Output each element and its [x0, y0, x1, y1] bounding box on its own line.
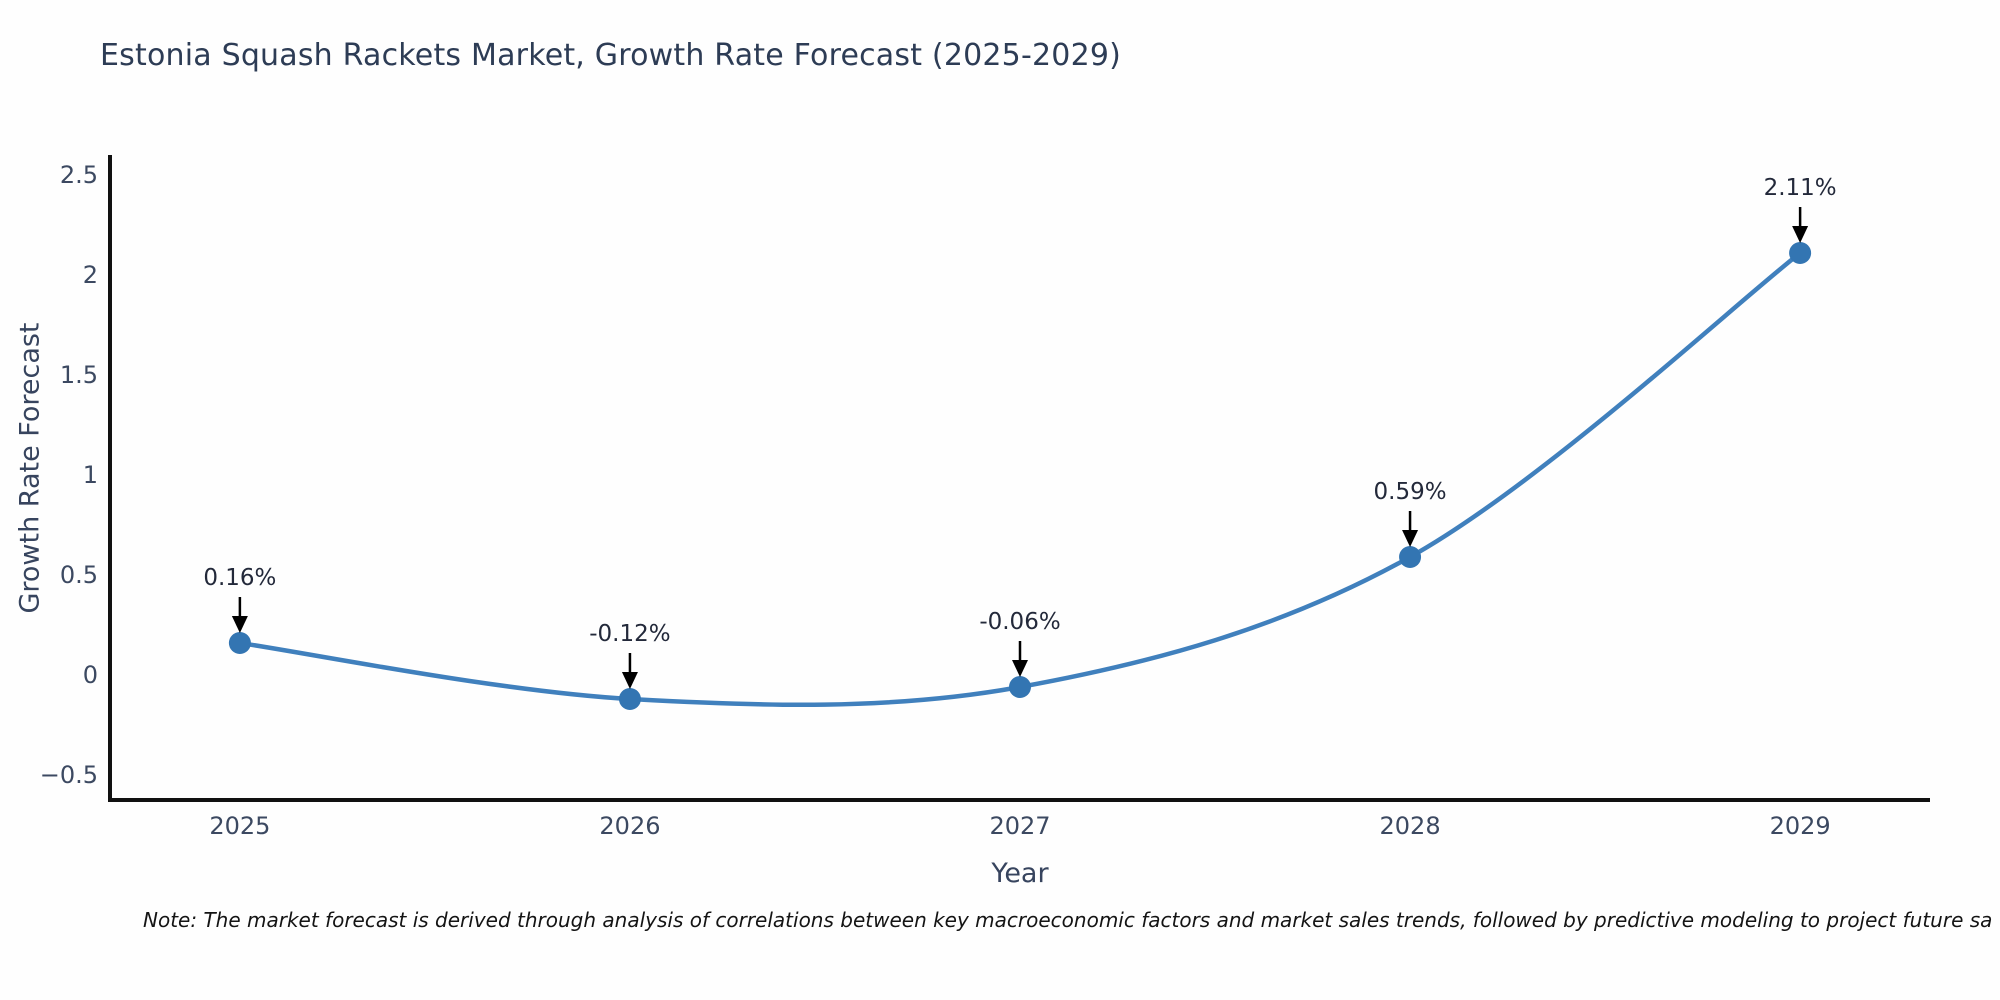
annotation-arrowhead — [231, 616, 248, 633]
y-tick-label: 2 — [82, 261, 98, 289]
point-annotation: 0.59% — [1373, 479, 1447, 505]
point-annotation: 2.11% — [1763, 175, 1837, 201]
point-annotation: -0.06% — [979, 609, 1061, 635]
x-tick-label: 2028 — [1379, 812, 1441, 840]
data-point-marker — [1399, 546, 1422, 568]
y-tick-label: 2.5 — [59, 161, 98, 189]
footnote-text: Note: The market forecast is derived thr… — [143, 908, 1993, 932]
data-point-marker — [228, 632, 251, 654]
chart-title: Estonia Squash Rackets Market, Growth Ra… — [100, 38, 1122, 73]
annotation-arrowhead — [1012, 660, 1028, 677]
point-annotation: -0.12% — [589, 621, 671, 647]
data-point-marker — [1009, 676, 1031, 698]
x-tick-label: 2026 — [599, 812, 661, 840]
x-tick-label: 2025 — [209, 812, 271, 840]
data-point-marker — [618, 688, 641, 710]
point-annotation: 0.16% — [203, 565, 277, 591]
annotation-arrowhead — [1402, 530, 1419, 547]
y-tick-label: 1 — [82, 461, 98, 489]
y-tick-label: 0 — [82, 661, 98, 689]
forecast-line — [239, 251, 1802, 708]
y-tick-label: −0.5 — [39, 761, 98, 789]
x-tick-label: 2027 — [989, 812, 1051, 840]
y-tick-label: 0.5 — [59, 561, 98, 589]
y-tick-label: 1.5 — [59, 361, 98, 389]
annotation-arrowhead — [621, 672, 638, 689]
data-point-marker — [1789, 242, 1812, 264]
x-tick-label: 2029 — [1769, 812, 1831, 840]
x-axis-title: Year — [991, 858, 1049, 889]
annotation-arrowhead — [1792, 226, 1809, 243]
